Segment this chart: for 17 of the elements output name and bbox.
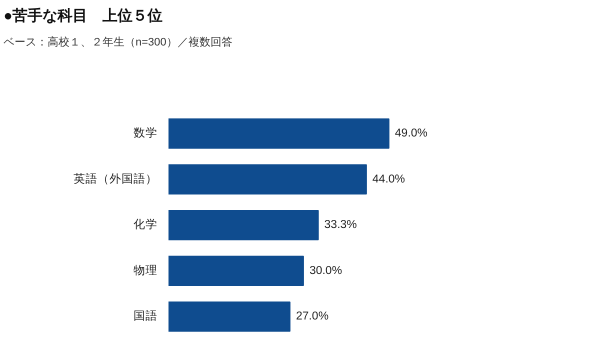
y-tick-label: 数学 — [134, 126, 158, 140]
bar — [168, 301, 290, 332]
data-label: 33.3% — [324, 219, 357, 232]
chart-title: ●苦手な科目 上位５位 — [4, 8, 163, 24]
bar — [168, 256, 304, 286]
y-tick-label: 物理 — [134, 264, 158, 277]
y-tick-label: 国語 — [134, 310, 158, 323]
bar — [168, 210, 319, 240]
data-label: 30.0% — [309, 264, 342, 277]
bar — [168, 164, 367, 194]
y-tick-label: 化学 — [134, 218, 158, 232]
data-label: 44.0% — [372, 173, 406, 186]
bar — [168, 118, 390, 149]
data-label: 27.0% — [296, 310, 329, 323]
chart-subtitle: ベース：高校１、２年生（n=300）／複数回答 — [4, 36, 232, 48]
y-tick-label: 英語（外国語） — [74, 172, 158, 186]
data-label: 49.0% — [394, 128, 428, 140]
